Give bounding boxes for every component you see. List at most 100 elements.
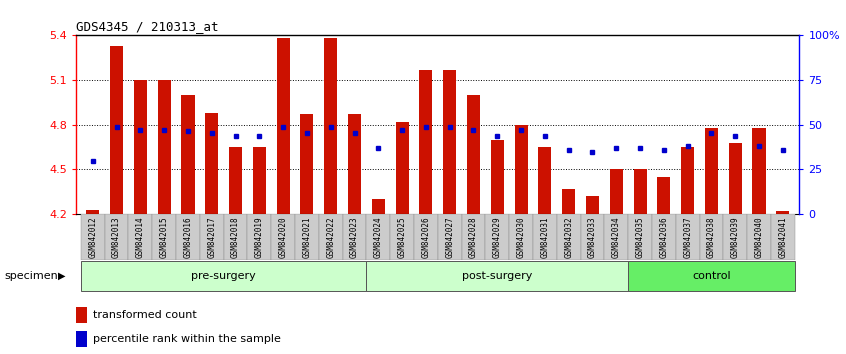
Bar — [723, 214, 747, 260]
Bar — [272, 214, 295, 260]
Bar — [514, 125, 528, 214]
Bar — [371, 199, 385, 214]
Bar — [253, 147, 266, 214]
Bar — [586, 196, 599, 214]
Text: GSM842035: GSM842035 — [635, 216, 645, 258]
Text: GSM842028: GSM842028 — [469, 216, 478, 258]
Bar — [491, 140, 504, 214]
Text: GSM842020: GSM842020 — [278, 216, 288, 258]
Bar — [157, 80, 171, 214]
Bar — [420, 70, 432, 214]
Bar — [634, 170, 646, 214]
FancyBboxPatch shape — [81, 261, 366, 291]
Bar — [437, 214, 462, 260]
Text: GSM842012: GSM842012 — [88, 216, 97, 258]
Bar — [76, 331, 86, 347]
Bar — [700, 214, 723, 260]
Text: ▶: ▶ — [58, 271, 65, 281]
Text: GSM842032: GSM842032 — [564, 216, 574, 258]
Bar — [509, 214, 533, 260]
Bar — [443, 70, 456, 214]
Bar — [462, 214, 486, 260]
Text: GSM842034: GSM842034 — [612, 216, 621, 258]
Text: GSM842030: GSM842030 — [517, 216, 525, 258]
Bar — [747, 214, 771, 260]
Text: GSM842023: GSM842023 — [350, 216, 359, 258]
FancyBboxPatch shape — [628, 261, 794, 291]
Text: GSM842013: GSM842013 — [112, 216, 121, 258]
Bar — [229, 147, 242, 214]
Bar — [300, 114, 314, 214]
Text: GSM842038: GSM842038 — [707, 216, 716, 258]
FancyBboxPatch shape — [366, 261, 628, 291]
Text: GSM842018: GSM842018 — [231, 216, 240, 258]
Bar — [176, 214, 200, 260]
Text: GSM842029: GSM842029 — [492, 216, 502, 258]
Bar — [628, 214, 652, 260]
Bar — [657, 177, 670, 214]
Bar — [533, 214, 557, 260]
Text: GSM842014: GSM842014 — [136, 216, 145, 258]
Bar — [134, 80, 147, 214]
Bar — [777, 211, 789, 214]
Bar — [110, 46, 124, 214]
Bar — [652, 214, 676, 260]
Bar — [223, 214, 247, 260]
Text: GSM842017: GSM842017 — [207, 216, 217, 258]
Bar — [676, 214, 700, 260]
Bar — [414, 214, 437, 260]
Text: GSM842024: GSM842024 — [374, 216, 383, 258]
Bar — [562, 189, 575, 214]
Text: GSM842036: GSM842036 — [659, 216, 668, 258]
Bar — [604, 214, 628, 260]
Bar — [86, 210, 99, 214]
Bar — [681, 147, 695, 214]
Text: transformed count: transformed count — [93, 310, 197, 320]
Bar — [324, 38, 338, 214]
Text: GSM842031: GSM842031 — [541, 216, 549, 258]
Bar — [295, 214, 319, 260]
Bar — [277, 38, 289, 214]
Text: specimen: specimen — [4, 271, 58, 281]
Bar — [390, 214, 414, 260]
Bar — [81, 214, 105, 260]
Bar — [76, 307, 86, 323]
Bar — [610, 170, 623, 214]
Bar — [752, 128, 766, 214]
Text: GSM842015: GSM842015 — [160, 216, 168, 258]
Text: GSM842033: GSM842033 — [588, 216, 597, 258]
Bar — [771, 214, 794, 260]
Text: GSM842040: GSM842040 — [755, 216, 764, 258]
Bar — [152, 214, 176, 260]
Bar — [319, 214, 343, 260]
Text: GSM842025: GSM842025 — [398, 216, 407, 258]
Text: GSM842022: GSM842022 — [327, 216, 335, 258]
Bar — [705, 128, 718, 214]
Bar — [200, 214, 223, 260]
Bar — [105, 214, 129, 260]
Bar — [129, 214, 152, 260]
Bar — [580, 214, 604, 260]
Bar — [396, 122, 409, 214]
Text: GSM842037: GSM842037 — [683, 216, 692, 258]
Text: GSM842041: GSM842041 — [778, 216, 788, 258]
Bar — [366, 214, 390, 260]
Text: GSM842021: GSM842021 — [302, 216, 311, 258]
Text: control: control — [692, 271, 731, 281]
Bar — [206, 113, 218, 214]
Text: percentile rank within the sample: percentile rank within the sample — [93, 334, 281, 344]
Bar — [348, 114, 361, 214]
Bar — [486, 214, 509, 260]
Text: GSM842027: GSM842027 — [445, 216, 454, 258]
Text: pre-surgery: pre-surgery — [191, 271, 256, 281]
Text: GSM842019: GSM842019 — [255, 216, 264, 258]
Bar — [181, 95, 195, 214]
Text: post-surgery: post-surgery — [462, 271, 532, 281]
Text: GDS4345 / 210313_at: GDS4345 / 210313_at — [76, 20, 218, 33]
Bar — [467, 95, 480, 214]
Text: GSM842026: GSM842026 — [421, 216, 431, 258]
Text: GSM842039: GSM842039 — [731, 216, 739, 258]
Bar — [343, 214, 366, 260]
Bar — [728, 143, 742, 214]
Text: GSM842016: GSM842016 — [184, 216, 193, 258]
